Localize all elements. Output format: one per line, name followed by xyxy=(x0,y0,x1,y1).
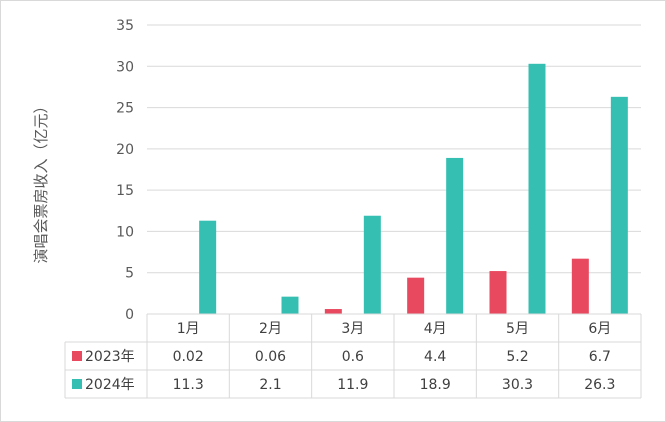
legend-swatch-2024 xyxy=(72,379,82,389)
data-label: 11.3 xyxy=(173,377,204,393)
category-label: 1月 xyxy=(177,321,200,337)
bar-2023-6 xyxy=(571,258,589,314)
data-label: 5.2 xyxy=(506,349,528,365)
y-axis-tick-labels: 0 5 10 15 20 25 30 35 xyxy=(116,18,134,323)
data-label: 0.02 xyxy=(173,349,204,365)
bar-2024-3 xyxy=(363,215,381,314)
y-tick-label: 25 xyxy=(116,101,134,117)
data-table: 1月 2月 3月 4月 5月 6月 2023年 0.02 0.06 0.6 4.4 5.2 6.7 202… xyxy=(64,313,642,399)
bar-2024-6 xyxy=(610,96,628,314)
data-label: 4.4 xyxy=(424,349,446,365)
bar-2024-4 xyxy=(446,157,464,314)
data-label: 0.06 xyxy=(255,349,286,365)
y-tick-label: 20 xyxy=(116,142,134,158)
data-label: 11.9 xyxy=(337,377,368,393)
legend-swatch-2023 xyxy=(72,351,82,361)
y-axis-label: 演唱会票房收入（亿元） xyxy=(32,98,50,263)
data-label: 0.6 xyxy=(342,349,364,365)
y-tick-label: 35 xyxy=(116,18,134,34)
category-label: 3月 xyxy=(341,321,364,337)
data-label: 26.3 xyxy=(584,377,615,393)
data-label: 18.9 xyxy=(420,377,451,393)
bars xyxy=(160,63,628,315)
y-tick-label: 5 xyxy=(125,266,134,282)
category-label: 2月 xyxy=(259,321,282,337)
bar-2023-5 xyxy=(489,271,507,314)
grid-lines xyxy=(147,24,641,315)
bar-2023-4 xyxy=(407,277,425,314)
data-label: 30.3 xyxy=(502,377,533,393)
y-tick-label: 10 xyxy=(116,224,134,240)
category-label: 6月 xyxy=(588,321,611,337)
bar-2024-1 xyxy=(199,220,217,314)
category-label: 5月 xyxy=(506,321,529,337)
y-tick-label: 15 xyxy=(116,183,134,199)
data-label: 6.7 xyxy=(589,349,611,365)
bar-2023-3 xyxy=(324,309,342,314)
bar-2024-5 xyxy=(528,63,546,315)
legend-label: 2024年 xyxy=(85,377,135,393)
data-label: 2.1 xyxy=(259,377,281,393)
legend-label: 2023年 xyxy=(85,349,135,365)
bar-2024-2 xyxy=(281,296,299,314)
y-tick-label: 30 xyxy=(116,59,134,75)
category-label: 4月 xyxy=(424,321,447,337)
y-tick-label: 0 xyxy=(125,307,134,323)
